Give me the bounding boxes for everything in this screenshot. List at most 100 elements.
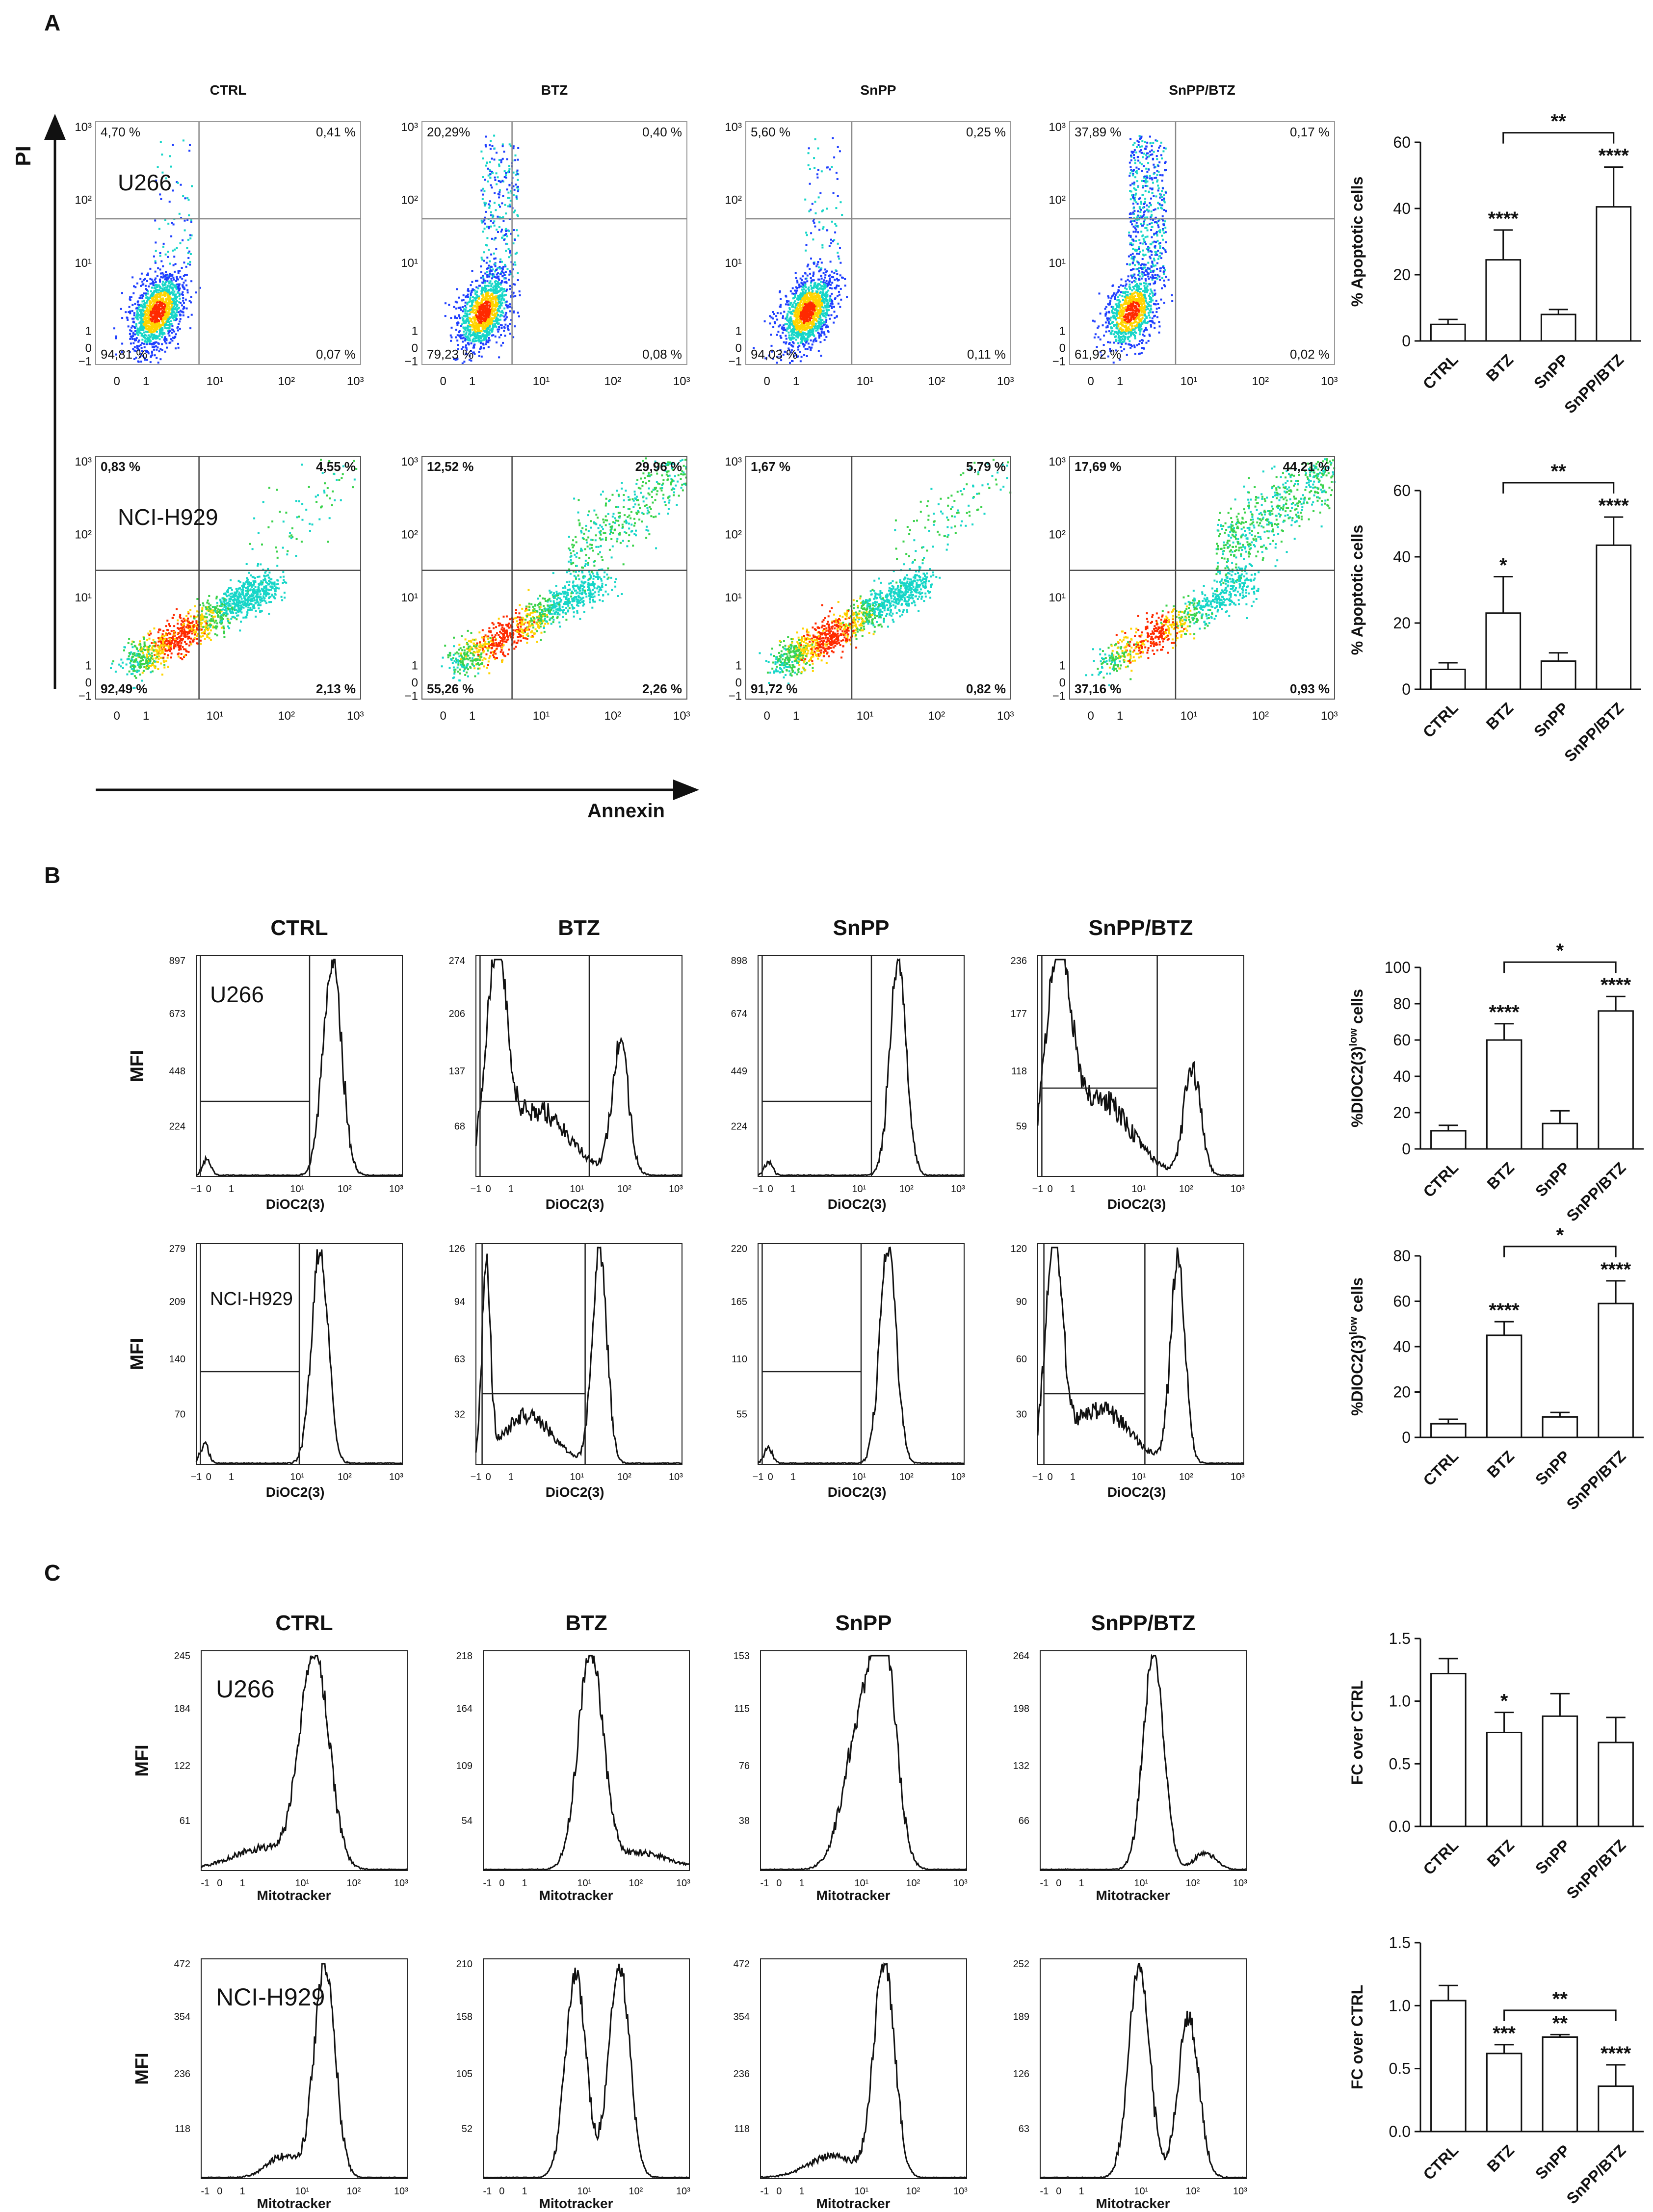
- x-tick-label: 10²: [928, 375, 945, 388]
- y-tick-label: 10¹: [1049, 591, 1066, 604]
- x-tick-label: 1: [790, 1472, 796, 1483]
- x-tick-label: 1: [799, 1878, 804, 1889]
- x-tick-label: 10²: [338, 1184, 352, 1195]
- significance-label: ****: [1489, 1002, 1520, 1023]
- x-tick-label: 10¹: [290, 1184, 304, 1195]
- quadrant-ur: 0,17 %: [1290, 125, 1330, 139]
- dot-plot-title: SnPP/BTZ: [1169, 82, 1235, 98]
- cell-line-label: NCI-H929: [118, 504, 218, 530]
- bar-ctrl: [1431, 1131, 1466, 1149]
- y-tick-label: 1: [735, 325, 742, 338]
- y-tick-label: 449: [731, 1066, 747, 1077]
- y-tick-label: 118: [734, 2124, 750, 2134]
- x-tick-label: 10²: [1185, 2186, 1200, 2197]
- panel-label-c: C: [44, 1560, 60, 1586]
- y-tick-label: 218: [456, 1651, 472, 1662]
- y-tick-label: 109: [456, 1761, 472, 1771]
- y-tick-label: 30: [1016, 1409, 1027, 1420]
- significance-label: ***: [1493, 2023, 1516, 2044]
- x-tick-label: 1: [469, 375, 475, 388]
- quadrant-ul: 20,29%: [427, 125, 470, 139]
- y-tick-label: 10²: [725, 193, 742, 207]
- x-axis-title: DiOC2(3): [266, 1484, 325, 1500]
- quadrant-ur: 5,79 %: [966, 459, 1006, 474]
- x-tick-label: 10²: [278, 375, 295, 388]
- dot-plot-title: BTZ: [541, 82, 568, 98]
- quadrant-lr: 0,02 %: [1290, 347, 1330, 362]
- y-tick-label: 115: [734, 1703, 750, 1714]
- y-tick-label: 0: [1059, 341, 1066, 355]
- y-tick-label: 0.5: [1389, 1755, 1411, 1772]
- bar-ctrl: [1431, 2001, 1466, 2132]
- x-tick-label: -1: [483, 2186, 492, 2197]
- x-axis-title: DiOC2(3): [828, 1197, 887, 1212]
- y-tick-label: 10²: [75, 193, 92, 207]
- x-tick-label: 1: [469, 709, 475, 723]
- quadrant-ul: 12,52 %: [427, 459, 473, 474]
- y-axis-title: % Apoptotic cells: [1348, 177, 1366, 307]
- x-tick-label: 10³: [394, 2186, 408, 2197]
- y-tick-label: 153: [734, 1651, 750, 1662]
- y-tick-label: −1: [79, 690, 92, 703]
- x-tick-label: 10¹: [295, 2186, 309, 2197]
- y-tick-label: 80: [1393, 995, 1411, 1013]
- histogram-title: SnPP/BTZ: [1091, 1611, 1196, 1635]
- x-tick-label: 10¹: [1181, 709, 1198, 723]
- x-tick-label: 1: [239, 2186, 245, 2197]
- quadrant-ul: 4,70 %: [101, 125, 140, 139]
- y-tick-label: 126: [1013, 2069, 1029, 2080]
- x-tick-label: 10¹: [207, 709, 224, 723]
- y-tick-label: 354: [734, 2011, 750, 2022]
- bar-btz: [1487, 1733, 1522, 1827]
- x-tick-label: -1: [201, 2186, 210, 2197]
- y-axis-title-sup: low: [1347, 1028, 1359, 1046]
- bar-snpp-btz: [1599, 2086, 1633, 2132]
- y-tick-label: 94: [454, 1297, 465, 1307]
- x-tick-label: 0: [776, 2186, 782, 2197]
- y-tick-label: 279: [169, 1244, 185, 1254]
- x-tick-label: 10³: [1231, 1472, 1245, 1483]
- y-axis-title-main: % Apoptotic cells: [1348, 177, 1366, 307]
- bar-snpp-btz: [1599, 1011, 1633, 1149]
- y-tick-label: 448: [169, 1066, 185, 1077]
- x-axis-title: Mitotracker: [1096, 1888, 1170, 1903]
- x-tick-label: 10²: [1179, 1184, 1193, 1195]
- y-tick-label: 1: [735, 659, 742, 673]
- dot-plot-title: CTRL: [210, 82, 247, 98]
- x-tick-label: 10²: [899, 1472, 914, 1483]
- y-tick-label: 224: [731, 1121, 747, 1132]
- x-tick-label: 1: [1078, 2186, 1084, 2197]
- cell-line-label: U266: [118, 170, 172, 195]
- y-tick-label: 472: [174, 1959, 190, 1970]
- quadrant-lr: 2,13 %: [316, 681, 356, 696]
- x-tick-label: 1: [790, 1184, 796, 1195]
- x-tick-label: 10¹: [1131, 1472, 1146, 1483]
- x-tick-label: 10²: [629, 2186, 643, 2197]
- x-axis-title: Mitotracker: [539, 2196, 613, 2210]
- y-tick-label: 10¹: [1049, 257, 1066, 270]
- y-tick-label: 55: [736, 1409, 747, 1420]
- x-tick-label: 0: [114, 709, 120, 723]
- y-tick-label: 1.5: [1389, 1630, 1411, 1647]
- x-tick-label: 0: [1088, 375, 1094, 388]
- quadrant-lr: 0,93 %: [1290, 681, 1330, 696]
- x-tick-label: 10³: [951, 1184, 965, 1195]
- y-tick-label: 10²: [725, 528, 742, 541]
- y-axis-title-tail: cells: [1348, 989, 1366, 1028]
- x-tick-label: 10³: [951, 1472, 965, 1483]
- y-axis-title-sup: low: [1347, 1316, 1359, 1335]
- bar-btz: [1486, 613, 1521, 689]
- annexin-axis-title: Annexin: [587, 800, 665, 822]
- y-tick-label: 0: [412, 676, 418, 689]
- x-tick-label: 10¹: [570, 1472, 584, 1483]
- x-axis-title: Mitotracker: [257, 2196, 331, 2210]
- y-tick-label: 252: [1013, 1959, 1029, 1970]
- y-tick-label: 10²: [401, 193, 418, 207]
- y-tick-label: 0: [412, 341, 418, 355]
- y-tick-label: 40: [1393, 1067, 1411, 1085]
- y-tick-label: 66: [1019, 1816, 1029, 1826]
- x-tick-label: −1: [471, 1472, 482, 1483]
- y-axis-title: FC over CTRL: [1348, 1985, 1366, 2089]
